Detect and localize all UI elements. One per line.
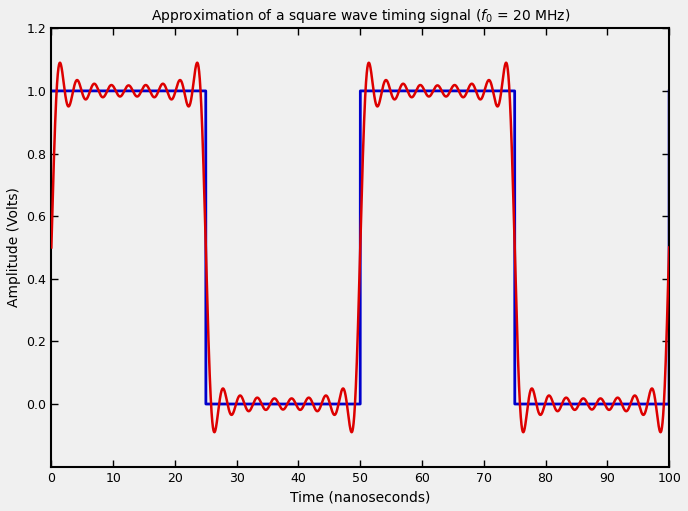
X-axis label: Time (nanoseconds): Time (nanoseconds) — [290, 490, 431, 504]
Title: Approximation of a square wave timing signal ($f_0$ = 20 MHz): Approximation of a square wave timing si… — [151, 7, 570, 25]
Y-axis label: Amplitude (Volts): Amplitude (Volts) — [7, 188, 21, 308]
